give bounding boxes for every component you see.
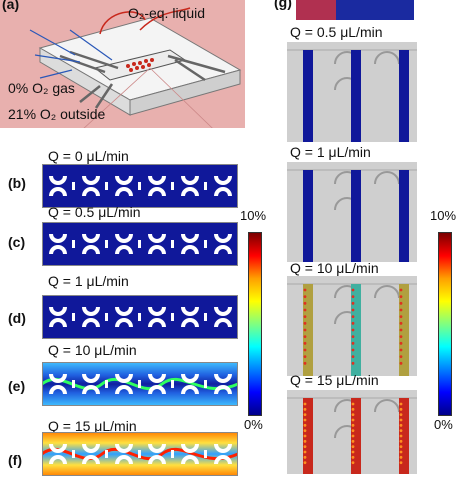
sim-map — [42, 222, 240, 266]
exp-photo-3 — [287, 276, 417, 376]
exp-3-label: Q = 10 μL/min — [290, 260, 379, 276]
panel-g-top-strip — [296, 0, 414, 20]
sim-panel-b — [42, 164, 240, 208]
sim-panel-f — [41, 432, 240, 476]
photo-image — [287, 390, 417, 474]
photo-image — [287, 162, 417, 262]
colorbar-right-min: 0% — [434, 417, 453, 432]
colorbar-right-max: 10% — [430, 208, 457, 223]
sim-panel-c — [42, 222, 240, 266]
sim-d-label: Q = 1 μL/min — [48, 273, 129, 289]
exp-2-label: Q = 1 μL/min — [290, 144, 371, 160]
exp-photo-1 — [287, 42, 417, 142]
sim-map — [41, 432, 240, 476]
colorbar-right — [438, 232, 452, 416]
exp-photo-4 — [287, 390, 417, 474]
exp-1-label: Q = 0.5 μL/min — [290, 24, 383, 40]
panel-g-letter: (g) — [274, 0, 292, 10]
annotation-outside: 21% O₂ outside — [8, 106, 106, 122]
colorbar-left-max: 10% — [240, 208, 267, 223]
photo-image — [287, 276, 417, 376]
sim-b-letter: (b) — [8, 175, 26, 191]
sim-panel-e — [41, 362, 240, 406]
annotation-gas: 0% O₂ gas — [8, 80, 75, 96]
exp-photo-2 — [287, 162, 417, 262]
sim-map — [42, 295, 240, 339]
exp-4-label: Q = 15 μL/min — [290, 372, 379, 388]
chip-schematic — [0, 0, 245, 151]
sim-map — [42, 164, 240, 208]
sim-e-letter: (e) — [8, 378, 26, 394]
panel-a-letter: (a) — [2, 0, 20, 12]
panel-a: (a) O₂-eq. liquid 0% O₂ gas 21% O₂ outsi… — [0, 0, 245, 151]
photo-image — [287, 42, 417, 142]
sim-panel-d — [42, 295, 240, 339]
colorbar-left-min: 0% — [244, 417, 263, 432]
sim-f-letter: (f) — [8, 452, 22, 468]
sim-c-letter: (c) — [8, 234, 26, 250]
sim-map — [41, 362, 240, 406]
sim-b-label: Q = 0 μL/min — [48, 148, 129, 164]
annotation-liquid: O₂-eq. liquid — [128, 5, 206, 21]
colorbar-left — [248, 232, 262, 416]
sim-d-letter: (d) — [8, 310, 26, 326]
sim-c-label: Q = 0.5 μL/min — [48, 204, 141, 220]
sim-e-label: Q = 10 μL/min — [48, 342, 137, 358]
sim-f-label: Q = 15 μL/min — [48, 418, 137, 434]
